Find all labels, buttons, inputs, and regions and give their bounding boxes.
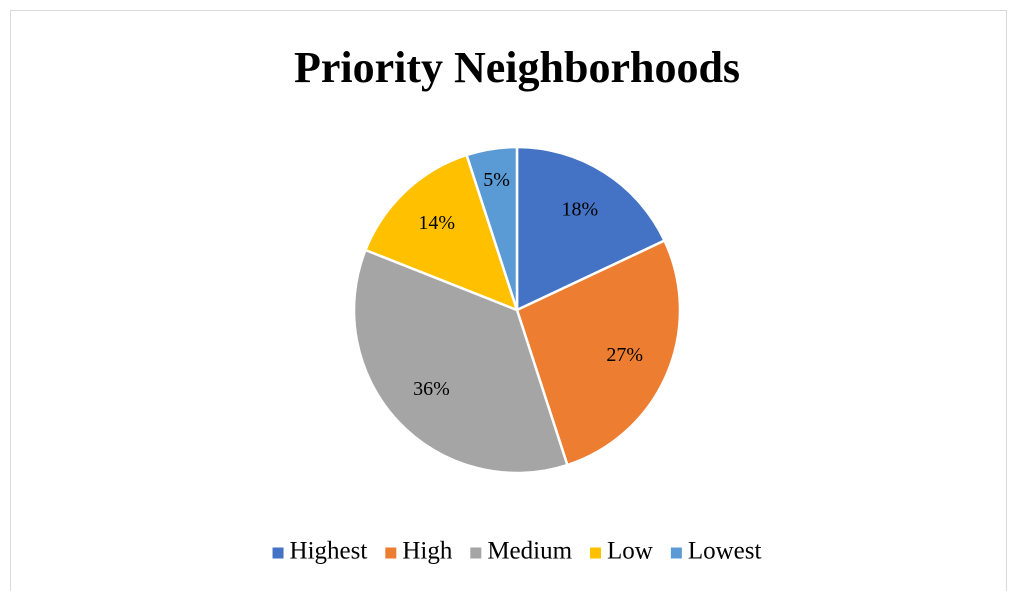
legend-label: Highest <box>290 538 368 565</box>
legend-swatch <box>470 547 482 559</box>
legend-label: Lowest <box>688 538 762 565</box>
legend-swatch <box>590 547 602 559</box>
pie-slice <box>515 145 667 312</box>
legend-label: High <box>402 538 453 565</box>
data-label: 5% <box>483 169 510 191</box>
data-label: 36% <box>413 378 450 400</box>
legend-swatch <box>272 547 284 559</box>
legend-swatch <box>670 547 682 559</box>
pie-slice <box>352 248 569 475</box>
pie-slice <box>465 145 519 311</box>
data-label: 18% <box>562 199 599 221</box>
legend-label: Low <box>607 538 653 565</box>
chart-title: Priority Neighborhoods <box>294 43 740 92</box>
data-label: 27% <box>606 344 643 366</box>
data-label: 14% <box>418 212 455 234</box>
pie-slice <box>515 238 682 467</box>
legend-swatch <box>385 547 397 559</box>
legend-label: Medium <box>487 538 572 565</box>
